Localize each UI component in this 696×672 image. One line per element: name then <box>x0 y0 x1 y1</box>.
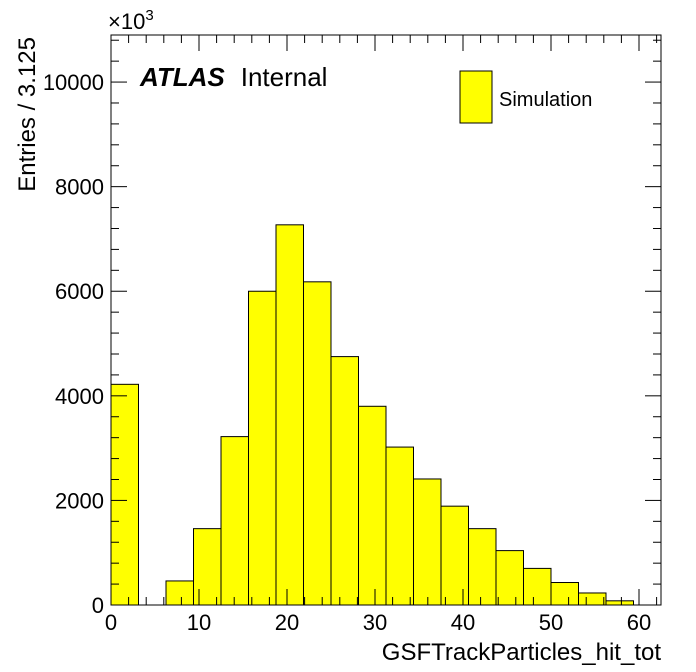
histogram-bin <box>440 505 469 606</box>
atlas-internal-text: Internal <box>241 62 328 92</box>
histogram-bin <box>248 290 277 606</box>
histogram-bin <box>523 567 552 606</box>
x-tick-label: 40 <box>451 610 475 635</box>
histogram-bin <box>578 592 607 606</box>
x-axis-label: GSFTrackParticles_hit_tot <box>382 639 662 666</box>
histogram-bin <box>193 528 222 606</box>
histogram-bin <box>413 478 442 606</box>
atlas-logo-text: ATLAS <box>139 62 225 92</box>
histogram-bin <box>220 436 249 606</box>
x-tick-label: 60 <box>627 610 651 635</box>
histogram-bin <box>358 405 387 606</box>
x-tick-label: 10 <box>187 610 211 635</box>
y-axis-label: Entries / 3.125 <box>14 37 41 192</box>
axis-tick-labels: 0 10 20 30 40 50 60 0 2000 4000 6000 8000 10000 <box>43 70 651 635</box>
histogram-bin <box>303 281 332 606</box>
legend: Simulation <box>459 70 592 124</box>
y-tick-label: 4000 <box>55 384 104 409</box>
histogram-bars <box>110 224 634 606</box>
x-tick-label: 0 <box>105 610 117 635</box>
histogram-bin <box>550 582 579 606</box>
x-tick-label: 20 <box>275 610 299 635</box>
legend-label-simulation: Simulation <box>499 89 592 111</box>
histogram-bin <box>468 528 497 606</box>
y-axis-multiplier: ×103 <box>108 7 154 34</box>
y-tick-label: 6000 <box>55 279 104 304</box>
plot-frame <box>110 34 662 606</box>
axis-ticks <box>110 35 661 606</box>
atlas-label: ATLAS Internal <box>139 62 327 92</box>
y-tick-label: 0 <box>92 593 104 618</box>
y-multiplier-base: ×10 <box>108 9 145 34</box>
y-tick-label: 10000 <box>43 70 104 95</box>
legend-swatch-simulation <box>459 70 493 124</box>
y-tick-label: 2000 <box>55 488 104 513</box>
histogram-bin <box>275 224 304 606</box>
histogram-bin <box>495 550 524 606</box>
x-tick-label: 30 <box>363 610 387 635</box>
histogram-bin <box>605 600 634 606</box>
histogram-bin <box>165 580 194 606</box>
histogram-bin <box>330 356 359 606</box>
histogram-bin <box>385 446 414 606</box>
y-multiplier-exponent: 3 <box>145 7 153 24</box>
histogram-bin <box>110 383 139 606</box>
x-tick-label: 50 <box>539 610 563 635</box>
y-tick-label: 8000 <box>55 175 104 200</box>
